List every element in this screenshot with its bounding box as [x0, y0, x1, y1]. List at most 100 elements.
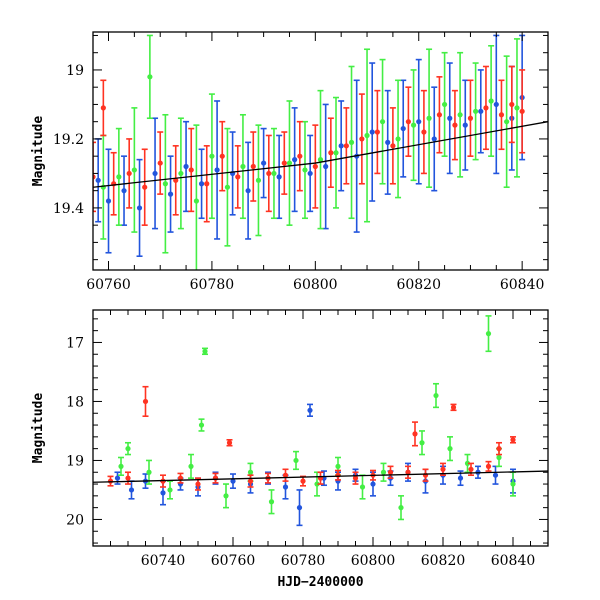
data-point	[457, 112, 463, 118]
data-point	[121, 188, 127, 194]
data-point	[387, 469, 394, 475]
data-point	[105, 198, 112, 204]
data-point	[369, 129, 375, 135]
bottom-panel: 60740 60760 60780 60800 60820 60840 17 18 19 20 Ma…	[31, 309, 549, 590]
data-point	[114, 475, 121, 481]
series-2	[93, 65, 526, 226]
data-point	[142, 398, 149, 405]
data-point	[421, 129, 427, 135]
x-tick-label: 60820	[396, 277, 441, 293]
x-tick-label: 60780	[190, 277, 235, 293]
data-point	[374, 129, 380, 135]
data-point	[380, 469, 387, 475]
data-point	[390, 143, 396, 149]
data-point	[457, 475, 464, 481]
data-point	[160, 490, 166, 496]
data-point	[338, 143, 344, 149]
data-point	[436, 112, 443, 118]
data-point	[297, 153, 303, 159]
data-point	[307, 407, 313, 413]
data-point	[398, 505, 404, 511]
data-point	[202, 348, 208, 354]
data-point	[416, 119, 422, 125]
y-tick-label: 17	[66, 335, 84, 351]
data-point	[364, 132, 370, 139]
data-point	[498, 112, 505, 118]
data-point	[292, 157, 298, 163]
y-tick-label: 19.2	[53, 132, 84, 148]
data-point	[223, 493, 229, 499]
series-1	[118, 315, 516, 521]
data-point	[245, 188, 251, 194]
data-point	[293, 457, 299, 464]
data-point	[359, 484, 366, 490]
data-point	[268, 499, 275, 505]
data-point	[431, 136, 437, 142]
data-point	[343, 143, 349, 149]
data-point	[118, 463, 124, 469]
data-point	[247, 469, 254, 475]
data-point	[510, 481, 516, 487]
data-point	[281, 160, 287, 166]
data-point	[250, 163, 256, 170]
data-point	[95, 177, 101, 183]
data-point	[240, 163, 246, 170]
data-point	[219, 153, 225, 159]
data-point	[335, 472, 341, 478]
data-point	[412, 431, 418, 437]
data-point	[335, 463, 341, 469]
data-point	[493, 101, 499, 108]
data-point	[230, 478, 236, 484]
data-point	[167, 487, 173, 493]
data-point	[209, 153, 215, 159]
data-point	[212, 475, 219, 481]
data-point	[473, 108, 479, 114]
data-point	[483, 105, 489, 111]
y-tick-label: 19.4	[53, 201, 84, 217]
data-point	[328, 150, 334, 156]
data-point	[405, 119, 411, 125]
data-point	[286, 160, 293, 166]
x-tick-label: 60840	[500, 277, 545, 293]
axes-frame	[92, 309, 549, 547]
data-point	[464, 460, 471, 466]
data-point	[198, 422, 205, 428]
data-point	[485, 331, 492, 337]
data-point	[183, 163, 189, 170]
data-point	[193, 198, 200, 204]
y-tick-label: 19	[66, 453, 84, 469]
data-point	[509, 101, 515, 108]
data-point	[422, 472, 429, 478]
data-point	[385, 139, 391, 145]
data-point	[167, 191, 174, 197]
x-tick-label: 60780	[281, 553, 326, 569]
data-point	[323, 163, 329, 170]
x-axis-label: HJD−2400000	[277, 575, 363, 590]
data-point	[433, 392, 439, 399]
data-point	[488, 98, 494, 104]
trend-line	[93, 121, 548, 188]
data-point	[441, 101, 448, 108]
data-point	[379, 119, 386, 125]
x-tick-label: 60760	[86, 277, 131, 293]
series-2	[107, 385, 516, 491]
data-point	[125, 446, 131, 452]
data-point	[504, 119, 510, 125]
data-point	[514, 105, 520, 111]
data-point	[333, 150, 339, 156]
data-point	[152, 170, 158, 177]
data-point	[467, 115, 474, 121]
data-point	[266, 170, 272, 177]
trend-line	[93, 470, 548, 483]
plot-area	[93, 34, 548, 270]
data-point	[255, 177, 262, 183]
data-point	[450, 404, 457, 410]
y-tick-label: 20	[66, 512, 84, 528]
x-tick-label: 60840	[491, 553, 536, 569]
data-point	[314, 481, 320, 487]
data-point	[214, 167, 220, 173]
data-point	[307, 170, 313, 177]
data-point	[142, 184, 148, 190]
series-1	[100, 34, 520, 270]
data-point	[126, 170, 132, 177]
